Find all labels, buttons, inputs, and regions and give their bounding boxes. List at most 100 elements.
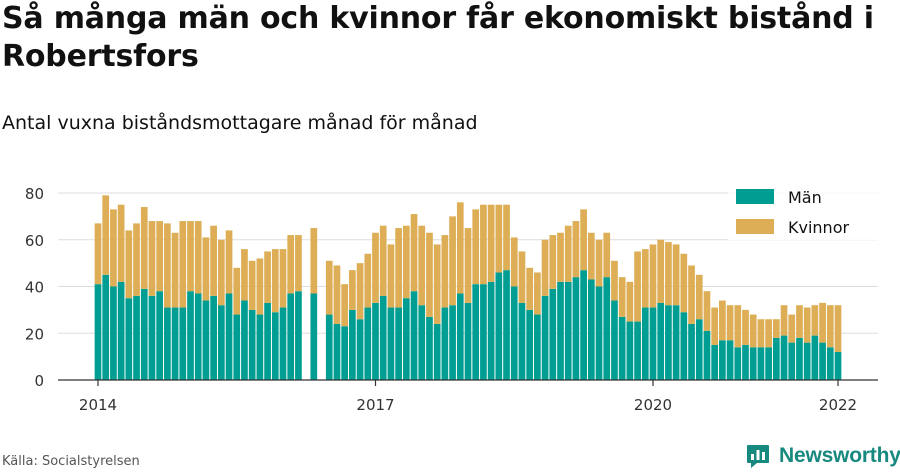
bar-women-2014-12 <box>179 221 187 308</box>
newsworthy-logo-icon <box>747 445 769 468</box>
bar-women-2021-10 <box>811 305 819 336</box>
bar-men-2021-12 <box>826 347 834 380</box>
legend: Män Kvinnor <box>728 182 880 240</box>
bar-women-2017-08 <box>426 232 433 317</box>
bar-women-2015-03 <box>202 237 210 301</box>
bar-men-2017-01 <box>372 302 379 380</box>
bar-women-2018-10 <box>534 272 541 315</box>
bar-men-2018-07 <box>510 286 518 380</box>
bar-men-2014-12 <box>179 307 187 380</box>
bar-men-2018-09 <box>526 309 534 381</box>
bar-women-2019-01 <box>557 232 564 282</box>
bar-men-2021-02 <box>749 347 757 380</box>
bar-women-2015-11 <box>264 251 271 303</box>
bar-women-2017-03 <box>387 244 395 308</box>
bar-women-2021-04 <box>765 319 772 348</box>
x-tick-label-2020: 2020 <box>634 396 672 414</box>
bar-women-2015-01 <box>187 221 194 292</box>
bar-men-2015-02 <box>194 293 202 380</box>
bar-women-2019-08 <box>611 260 618 301</box>
bar-women-2021-01 <box>742 309 749 345</box>
bar-men-2019-02 <box>564 281 572 380</box>
bar-men-2019-06 <box>595 286 603 380</box>
bar-women-2019-10 <box>626 281 634 322</box>
bar-men-2015-05 <box>217 305 225 380</box>
bar-men-2014-05 <box>125 298 133 380</box>
bar-women-2019-11 <box>634 251 641 322</box>
bar-men-2017-04 <box>395 307 402 380</box>
bar-men-2014-06 <box>133 295 140 380</box>
bar-men-2014-08 <box>148 295 156 380</box>
bar-men-2018-08 <box>518 302 526 380</box>
bar-men-2020-10 <box>719 340 726 380</box>
bar-men-2017-03 <box>387 307 395 380</box>
bar-women-2018-01 <box>464 228 472 303</box>
bar-women-2015-04 <box>210 225 217 296</box>
bar-men-2018-02 <box>472 284 480 380</box>
bar-men-2019-07 <box>603 277 611 380</box>
bar-women-2014-05 <box>125 230 133 299</box>
bar-men-2016-01 <box>279 307 287 380</box>
chart-subtitle: Antal vuxna biståndsmottagare månad för … <box>2 112 478 134</box>
bar-men-2020-08 <box>703 330 711 380</box>
bar-men-2020-04 <box>672 305 680 380</box>
bar-women-2014-01 <box>94 223 102 285</box>
bar-men-2020-06 <box>688 323 695 380</box>
bar-women-2020-08 <box>703 291 711 331</box>
bar-women-2019-02 <box>564 225 572 282</box>
bar-women-2022-01 <box>834 305 842 352</box>
bar-women-2019-07 <box>603 232 611 278</box>
bar-women-2016-12 <box>364 253 372 308</box>
brand-name: Newsworthy <box>779 444 900 467</box>
bar-women-2016-09 <box>341 284 349 327</box>
bar-women-2015-09 <box>248 260 256 310</box>
bar-women-2016-11 <box>356 263 364 320</box>
bar-women-2016-02 <box>287 235 295 294</box>
bar-women-2020-02 <box>657 239 665 303</box>
bar-women-2021-12 <box>826 305 834 348</box>
bar-men-2019-09 <box>618 316 626 380</box>
bar-men-2018-12 <box>549 288 557 380</box>
bar-women-2019-04 <box>580 209 587 271</box>
brand-logo[interactable]: Newsworthy <box>745 443 900 469</box>
bar-men-2018-10 <box>534 314 541 380</box>
bar-men-2017-09 <box>433 323 441 380</box>
bar-men-2019-05 <box>587 279 595 380</box>
bar-women-2020-09 <box>711 307 719 345</box>
bar-men-2015-08 <box>241 300 248 380</box>
bar-men-2020-09 <box>711 344 719 380</box>
bar-men-2020-05 <box>680 312 688 380</box>
bar-women-2015-10 <box>256 258 264 315</box>
bar-women-2016-07 <box>325 260 333 315</box>
bar-women-2014-11 <box>171 232 179 308</box>
bar-men-2020-02 <box>657 302 665 380</box>
bar-men-2015-09 <box>248 309 256 381</box>
bar-women-2017-09 <box>433 244 441 324</box>
legend-swatch-men <box>736 189 774 204</box>
bar-women-2020-12 <box>734 305 742 348</box>
source-credit: Källa: Socialstyrelsen <box>2 454 140 469</box>
bar-women-2014-06 <box>133 223 140 296</box>
bar-men-2021-09 <box>803 342 811 380</box>
bar-women-2020-05 <box>680 253 688 313</box>
bar-men-2016-12 <box>364 307 372 380</box>
bar-women-2018-12 <box>549 235 557 289</box>
bar-men-2020-01 <box>649 307 657 380</box>
bar-men-2017-11 <box>449 305 456 380</box>
bar-women-2017-11 <box>449 216 456 306</box>
bar-women-2017-04 <box>395 228 402 308</box>
bar-men-2015-01 <box>187 291 194 380</box>
bar-women-2017-06 <box>410 214 418 292</box>
bar-men-2019-01 <box>557 281 564 380</box>
bar-men-2021-06 <box>780 335 788 380</box>
bar-men-2015-10 <box>256 314 264 380</box>
bar-women-2014-09 <box>156 221 164 292</box>
bar-women-2016-10 <box>349 270 356 310</box>
y-tick-label-60: 60 <box>25 232 44 250</box>
y-tick-label-40: 40 <box>25 279 44 297</box>
x-tick-label-2017: 2017 <box>356 396 394 414</box>
bar-women-2020-04 <box>672 244 680 306</box>
bar-women-2017-02 <box>379 225 387 296</box>
bar-men-2020-12 <box>734 347 742 380</box>
bar-men-2020-07 <box>695 319 703 380</box>
